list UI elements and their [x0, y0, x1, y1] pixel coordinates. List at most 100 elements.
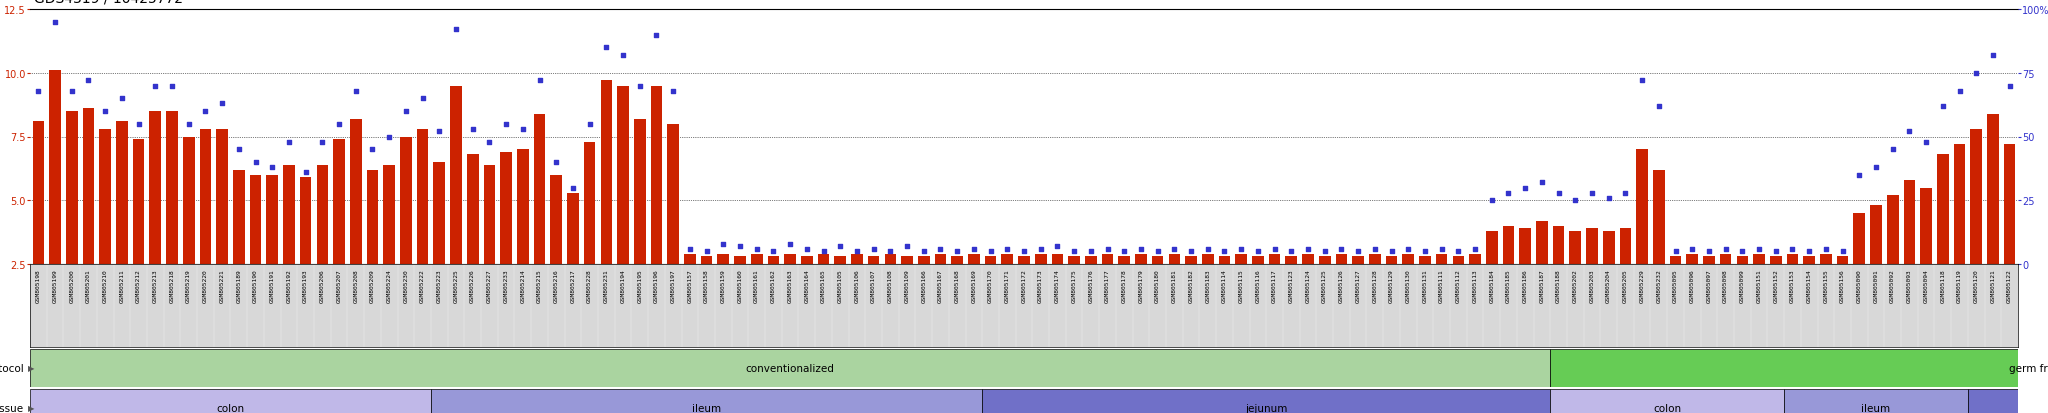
- Text: GSM805199: GSM805199: [53, 268, 57, 302]
- Bar: [1937, 155, 1948, 264]
- Text: GSM805188: GSM805188: [1556, 268, 1561, 302]
- Text: GSM805207: GSM805207: [336, 268, 342, 302]
- Text: tissue: tissue: [0, 403, 25, 413]
- Bar: [1436, 254, 1448, 264]
- Bar: [1686, 254, 1698, 264]
- Bar: [535, 114, 545, 264]
- Point: [1659, 248, 1692, 255]
- Point: [240, 159, 272, 166]
- Text: GSM805182: GSM805182: [1188, 268, 1194, 302]
- Bar: [1536, 221, 1548, 264]
- Text: GSM805206: GSM805206: [319, 268, 326, 302]
- Text: GSM805130: GSM805130: [1405, 268, 1411, 302]
- Bar: [1319, 257, 1331, 264]
- Bar: [551, 176, 561, 264]
- Bar: [834, 257, 846, 264]
- Bar: [1169, 254, 1180, 264]
- Bar: [1968, 389, 2048, 413]
- Text: GSM805184: GSM805184: [1489, 268, 1495, 302]
- Point: [541, 159, 573, 166]
- Point: [39, 19, 72, 26]
- Point: [72, 78, 104, 85]
- Bar: [635, 119, 645, 264]
- Text: GSM805202: GSM805202: [1573, 268, 1577, 302]
- Bar: [430, 389, 983, 413]
- Point: [1309, 248, 1341, 255]
- Text: GSM805099: GSM805099: [1741, 268, 1745, 302]
- Point: [1909, 139, 1942, 145]
- Text: GSM805230: GSM805230: [403, 268, 408, 302]
- Bar: [2003, 145, 2015, 264]
- Point: [1292, 246, 1325, 252]
- Point: [723, 243, 756, 250]
- Text: ileum: ileum: [1862, 403, 1890, 413]
- Point: [1075, 248, 1108, 255]
- Text: GSM805170: GSM805170: [987, 268, 993, 302]
- Point: [1192, 246, 1225, 252]
- Bar: [467, 155, 479, 264]
- Text: GSM805224: GSM805224: [387, 268, 391, 302]
- Text: jejunum: jejunum: [1245, 403, 1288, 413]
- Point: [1892, 129, 1925, 135]
- Bar: [1018, 257, 1030, 264]
- Text: GSM805198: GSM805198: [37, 268, 41, 302]
- Text: GSM805203: GSM805203: [1589, 268, 1595, 302]
- Bar: [1335, 254, 1348, 264]
- Point: [373, 134, 406, 140]
- Bar: [1550, 389, 1784, 413]
- Text: GSM805186: GSM805186: [1522, 268, 1528, 302]
- Bar: [901, 257, 913, 264]
- Bar: [1270, 254, 1280, 264]
- Bar: [1503, 226, 1513, 264]
- Text: conventionalized: conventionalized: [745, 363, 834, 373]
- Point: [958, 246, 991, 252]
- Point: [557, 185, 590, 191]
- Bar: [1552, 226, 1565, 264]
- Bar: [1653, 170, 1665, 264]
- Text: GSM805098: GSM805098: [1722, 268, 1729, 302]
- Bar: [801, 257, 813, 264]
- Bar: [733, 257, 745, 264]
- Text: GSM805177: GSM805177: [1106, 268, 1110, 302]
- Point: [1542, 190, 1575, 197]
- Text: GSM805095: GSM805095: [1673, 268, 1677, 302]
- Bar: [668, 124, 680, 264]
- Point: [1776, 246, 1808, 252]
- Bar: [1720, 254, 1731, 264]
- Bar: [1186, 257, 1196, 264]
- Point: [205, 101, 238, 107]
- Point: [991, 246, 1024, 252]
- Bar: [1784, 389, 1968, 413]
- Point: [674, 246, 707, 252]
- Text: GSM805178: GSM805178: [1122, 268, 1126, 302]
- Point: [1792, 248, 1825, 255]
- Text: GSM805208: GSM805208: [352, 268, 358, 302]
- Text: GSM805227: GSM805227: [487, 268, 492, 302]
- Point: [807, 248, 840, 255]
- Bar: [1452, 257, 1464, 264]
- Bar: [1737, 257, 1749, 264]
- Point: [823, 243, 856, 250]
- Point: [457, 126, 489, 133]
- Bar: [1585, 229, 1597, 264]
- Bar: [82, 109, 94, 264]
- Point: [690, 248, 723, 255]
- Point: [1358, 246, 1391, 252]
- Point: [1092, 246, 1124, 252]
- Bar: [367, 170, 379, 264]
- Bar: [233, 170, 244, 264]
- Text: GSM805169: GSM805169: [971, 268, 977, 302]
- Bar: [584, 142, 596, 264]
- Bar: [117, 122, 127, 264]
- Text: GSM805172: GSM805172: [1022, 268, 1026, 302]
- Point: [1743, 246, 1776, 252]
- Text: GSM805153: GSM805153: [1790, 268, 1794, 302]
- Point: [156, 83, 188, 90]
- Text: GSM805221: GSM805221: [219, 268, 225, 302]
- Bar: [616, 86, 629, 264]
- Text: GSM805122: GSM805122: [2007, 268, 2011, 302]
- Bar: [1051, 254, 1063, 264]
- Point: [774, 241, 807, 247]
- Text: colon: colon: [1653, 403, 1681, 413]
- Text: GSM805109: GSM805109: [905, 268, 909, 302]
